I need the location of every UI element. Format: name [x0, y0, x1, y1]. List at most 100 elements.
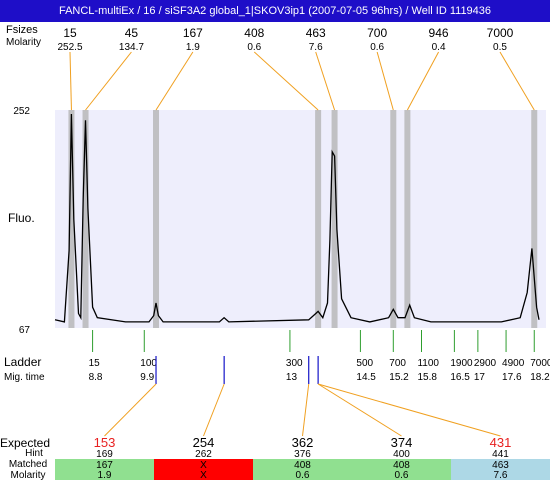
ladder-size-label: 1100 [417, 358, 439, 369]
ladder-time-label: 13 [286, 372, 298, 383]
matched-row-label: Matched [9, 459, 47, 470]
expected-connector [104, 383, 157, 437]
peak-molarity-label: 0.6 [247, 42, 261, 53]
matched-value: 408 [294, 460, 311, 471]
y-axis-label: Fluo. [8, 211, 35, 225]
expected-connector [317, 383, 501, 437]
peak-band [315, 110, 322, 328]
matched-value: 167 [96, 460, 113, 471]
expected-size: 431 [490, 435, 512, 450]
peak-labels: 15 252.5 45 134.7 167 1.9 408 0.6 463 7.6 700 0.6 94… [57, 26, 513, 53]
ladder-time-label: 9.9 [140, 372, 154, 383]
ladder-size-label: 1900 [450, 358, 473, 369]
peak-size-label: 408 [244, 26, 264, 40]
y-tick-top: 252 [13, 106, 30, 117]
plot-background [55, 110, 546, 328]
molarity-value: 0.6 [395, 470, 409, 480]
peak-size-label: 946 [429, 26, 449, 40]
match-cell [451, 459, 550, 480]
ladder-time-label: 17.6 [502, 372, 522, 383]
axis-labels: Fsizes Molarity 252 67 Fluo. Ladder Mig.… [0, 24, 50, 480]
peak-size-label: 7000 [487, 26, 514, 40]
peak-band [531, 110, 538, 328]
expected-size: 362 [292, 435, 314, 450]
match-cell [253, 459, 352, 480]
peak-connector [253, 51, 319, 111]
plot-area [55, 110, 546, 328]
peak-connector [69, 51, 72, 111]
ladder-size-label: 4900 [502, 358, 525, 369]
trace-group [54, 113, 540, 323]
hint-value: 262 [195, 449, 212, 460]
peak-band [404, 110, 411, 328]
peak-molarity-label: 1.9 [186, 42, 200, 53]
peak-size-label: 15 [63, 26, 77, 40]
y-tick-bottom: 67 [19, 325, 31, 336]
peak-molarity-label: 134.7 [119, 42, 144, 53]
peak-band [153, 110, 160, 328]
ladder-time-label: 17 [474, 372, 486, 383]
expected-connector [302, 383, 310, 437]
molarity-value: 1.9 [98, 470, 112, 480]
peak-connector [85, 51, 132, 111]
chart-title: FANCL-multiEx / 16 / siSF3A2 global_1|SK… [58, 5, 492, 17]
hint-value: 169 [96, 449, 113, 460]
ladder-time-label: 15.2 [389, 372, 409, 383]
fsizes-row-label: Fsizes [6, 24, 38, 36]
peak-molarity-label: 0.5 [493, 42, 507, 53]
peak-connector [376, 51, 394, 111]
ladder-size-label: 2900 [474, 358, 497, 369]
expected-row-label: Expected [0, 436, 50, 450]
peak-molarity-label: 252.5 [57, 42, 82, 53]
ladder-size-label: 7000 [530, 358, 550, 369]
hint-value: 376 [294, 449, 311, 460]
chart-title-bar: FANCL-multiEx / 16 / siSF3A2 global_1|SK… [0, 0, 550, 22]
peak-band [331, 110, 338, 328]
peak-size-label: 167 [183, 26, 203, 40]
peak-size-label: 463 [306, 26, 326, 40]
peak-bands [68, 110, 538, 328]
molarity-value: 7.6 [494, 470, 508, 480]
ladder-size-label: 700 [389, 358, 406, 369]
hint-row-label: Hint [25, 448, 43, 459]
ladder-time-label: 16.5 [450, 372, 470, 383]
peak-size-label: 700 [367, 26, 387, 40]
peak-band [68, 110, 75, 328]
expected-connector [317, 383, 402, 437]
electropherogram-trace [54, 113, 540, 323]
peak-size-label: 45 [125, 26, 139, 40]
expected-size: 153 [94, 435, 116, 450]
peak-band [82, 110, 89, 328]
mig-time-label: Mig. time [4, 372, 45, 383]
peak-connector [499, 51, 535, 111]
hint-value: 441 [492, 449, 509, 460]
expected-table: 1531691671.9254262XX3623764080.637440040… [55, 383, 550, 480]
ladder-time-label: 15.8 [417, 372, 437, 383]
expected-size: 374 [391, 435, 413, 450]
ladder-label: Ladder [4, 355, 41, 369]
matched-value: X [200, 460, 207, 471]
peak-connector [406, 51, 440, 111]
peak-molarity-label: 0.6 [370, 42, 384, 53]
ladder-size-label: 300 [286, 358, 303, 369]
matched-value: 463 [492, 460, 509, 471]
ladder-time-label: 8.8 [89, 372, 103, 383]
molarity-row-label: Molarity [6, 37, 41, 48]
peak-molarity-label: 0.4 [432, 42, 446, 53]
match-cell [352, 459, 451, 480]
match-cell [55, 459, 154, 480]
match-cell [154, 459, 253, 480]
peak-connector [155, 51, 194, 111]
ladder-size-label: 100 [140, 358, 157, 369]
molarity-bottom-row-label: Molarity [10, 470, 45, 480]
peak-connector [315, 51, 336, 111]
expected-size: 254 [193, 435, 215, 450]
ladder-time-label: 14.5 [356, 372, 376, 383]
ladder-size-label: 500 [356, 358, 373, 369]
ladder-time-label: 18.2 [530, 372, 550, 383]
molarity-value: 0.6 [296, 470, 310, 480]
peak-molarity-label: 7.6 [309, 42, 323, 53]
hint-value: 400 [393, 449, 410, 460]
expected-connector [203, 383, 225, 437]
